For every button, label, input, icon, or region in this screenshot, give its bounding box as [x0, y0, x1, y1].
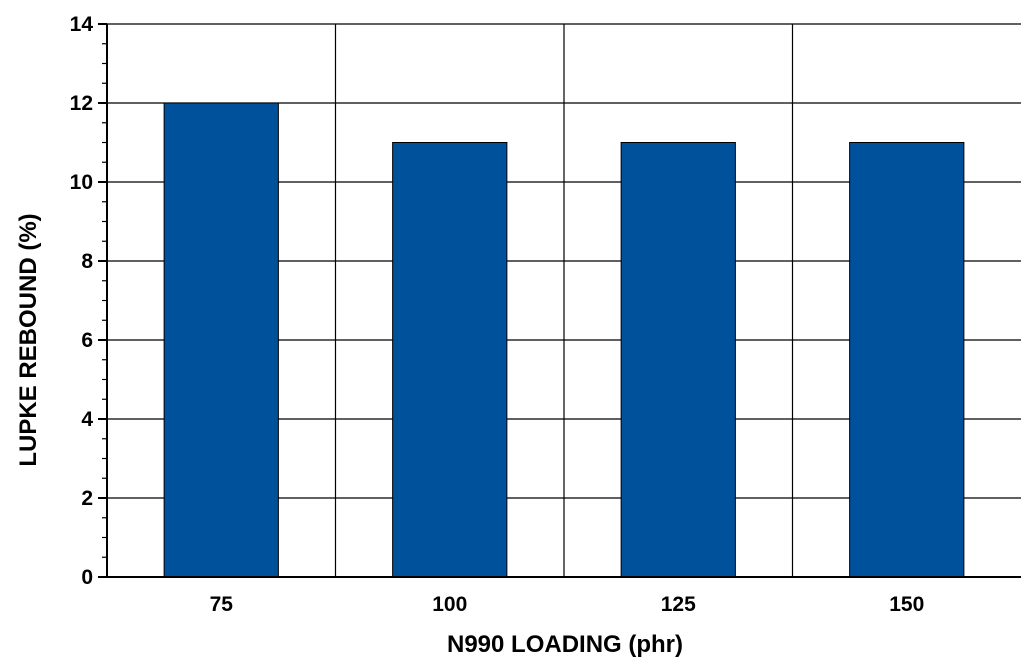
bar-150	[849, 142, 965, 578]
bar-100	[392, 142, 508, 578]
x-tick-label-125: 125	[661, 593, 696, 616]
bar-75	[163, 102, 279, 578]
x-tick-label-75: 75	[210, 593, 234, 616]
y-axis-title: LUPKE REBOUND (%)	[15, 213, 42, 466]
tick-labels: 0 2 4 6 8 10 12 14 75 100 125 150	[70, 13, 925, 616]
y-tick-label-8: 8	[81, 250, 93, 273]
x-axis-title: N990 LOADING (phr)	[447, 631, 683, 658]
axes	[98, 23, 1021, 578]
y-tick-label-0: 0	[81, 566, 93, 589]
y-tick-label-2: 2	[81, 487, 93, 510]
y-tick-label-4: 4	[81, 408, 93, 431]
x-tick-label-150: 150	[889, 593, 924, 616]
x-tick-label-100: 100	[432, 593, 467, 616]
y-tick-label-10: 10	[70, 171, 93, 194]
y-tick-label-14: 14	[70, 13, 94, 36]
y-tick-label-12: 12	[70, 92, 93, 115]
y-tick-label-6: 6	[81, 329, 93, 352]
bar-125	[620, 142, 736, 578]
